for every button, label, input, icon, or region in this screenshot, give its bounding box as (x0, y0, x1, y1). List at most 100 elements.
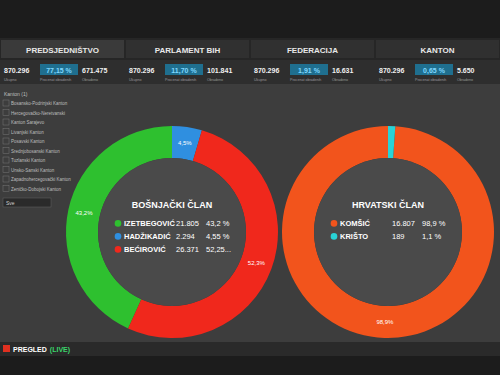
select-text: Sve (6, 200, 15, 206)
legend-votes: 16.807 (392, 219, 415, 228)
tab-title: KANTON (420, 46, 454, 55)
tab[interactable] (376, 40, 499, 58)
sub-label: Procenat obrađenih (165, 78, 196, 82)
sub-label: Ukupno (379, 78, 391, 82)
sidebar-item[interactable]: Bosansko-Podrinjski Kanton (11, 101, 68, 106)
chart-title: HRVATSKI ČLAN (352, 199, 424, 210)
footer-icon (3, 345, 10, 352)
legend-votes: 26.371 (176, 245, 199, 254)
legend-name: KOMŠIĆ (340, 219, 371, 228)
legend-name: HADŽIKADIĆ (124, 232, 171, 241)
checkbox[interactable] (3, 100, 9, 106)
tab-title: FEDERACIJA (287, 46, 338, 55)
sub-label: Obrađeno (82, 78, 98, 82)
total: 870.296 (379, 67, 404, 74)
donut-hole (314, 158, 462, 306)
tab[interactable] (126, 40, 249, 58)
checkbox[interactable] (3, 129, 9, 135)
total: 870.296 (4, 67, 29, 74)
legend-dot (331, 233, 338, 240)
sub-label: Procenat obrađenih (415, 78, 446, 82)
sub-label: Ukupno (129, 78, 141, 82)
legend-dot (115, 233, 122, 240)
processed: 101.841 (207, 67, 232, 74)
footer-bar (0, 342, 500, 356)
percent-box (165, 64, 203, 75)
slice-label: 4,5% (178, 140, 192, 146)
legend-dot (115, 246, 122, 253)
chart-title: BOŠNJAČKI ČLAN (132, 199, 213, 210)
sub-label: Procenat obrađenih (40, 78, 71, 82)
legend-percent: 1,1 % (422, 232, 442, 241)
sub-label: Ukupno (254, 78, 266, 82)
legend-name: IZETBEGOVIĆ (124, 219, 175, 228)
sidebar-item[interactable]: Posavski Kanton (11, 139, 45, 144)
select[interactable] (3, 198, 51, 207)
checkbox[interactable] (3, 138, 9, 144)
legend-percent: 43,2 % (206, 219, 230, 228)
slice-label: 98,9% (376, 319, 394, 325)
bezel (0, 0, 500, 375)
percent-box (290, 64, 328, 75)
slice (388, 126, 395, 158)
tab-title: PARLAMENT BIH (155, 46, 221, 55)
sidebar-item[interactable]: Srednjobosanski Kanton (11, 149, 60, 154)
percent: 11,70 % (171, 67, 197, 75)
legend-votes: 21.805 (176, 219, 199, 228)
checkbox[interactable] (3, 119, 9, 125)
sub-label: Ukupno (4, 78, 16, 82)
processed: 671.475 (82, 67, 107, 74)
sidebar-item[interactable]: Hercegovačko-Neretvanski (11, 111, 65, 116)
total: 870.296 (129, 67, 154, 74)
page: PREDSJEDNIŠTVO 870.296 77,15 % 671.475 Ukupn… (0, 0, 500, 375)
legend-percent: 98,9 % (422, 219, 446, 228)
sub-label: Obrađeno (207, 78, 223, 82)
processed: 16.631 (332, 67, 354, 74)
checkbox[interactable] (3, 167, 9, 173)
screen (0, 38, 500, 356)
percent: 77,15 % (46, 67, 72, 75)
slice-label: 52,3% (248, 260, 266, 266)
footer-title: PREGLED (13, 346, 47, 353)
sub-label: Obrađeno (332, 78, 348, 82)
stats-bar (0, 60, 500, 84)
donut-chart (282, 126, 494, 338)
percent-box (415, 64, 453, 75)
sidebar-item[interactable]: Livanjski Kanton (11, 130, 44, 135)
legend-percent: 52,25... (206, 245, 231, 254)
sidebar-item[interactable]: Kanton Sarajevo (11, 120, 45, 125)
legend-votes: 2.294 (176, 232, 195, 241)
legend-name: KRIŠTO (340, 232, 368, 241)
checkbox[interactable] (3, 148, 9, 154)
sub-label: Procenat obrađenih (290, 78, 321, 82)
percent: 0,65 % (423, 67, 446, 75)
checkbox[interactable] (3, 186, 9, 192)
tab[interactable] (1, 40, 124, 58)
donut-chart (66, 126, 278, 338)
sidebar-item[interactable]: Zeničko-Dobojski Kanton (11, 187, 62, 192)
total: 870.296 (254, 67, 279, 74)
donut-hole (98, 158, 246, 306)
checkbox[interactable] (3, 110, 9, 116)
tab-title: PREDSJEDNIŠTVO (26, 46, 99, 55)
tab-bar (0, 38, 500, 60)
tab[interactable] (251, 40, 374, 58)
legend-dot (115, 220, 122, 227)
percent: 1,91 % (298, 67, 321, 75)
slice (282, 126, 494, 338)
legend-dot (331, 220, 338, 227)
checkbox[interactable] (3, 176, 9, 182)
sidebar-item[interactable]: Zapadnohercegovački Kanton (11, 177, 71, 182)
checkbox[interactable] (3, 157, 9, 163)
sidebar-item[interactable]: Tuzlanski Kanton (11, 158, 46, 163)
sidebar-item[interactable]: Unsko-Sanski Kanton (11, 168, 55, 173)
footer-status: (LIVE) (50, 346, 70, 354)
processed: 5.650 (457, 67, 475, 74)
legend-name: BEĆIROVIĆ (124, 245, 166, 254)
slice-label: 43,2% (76, 210, 94, 216)
sub-label: Obrađeno (457, 78, 473, 82)
sidebar-title: Kanton (1) (4, 91, 28, 97)
legend-percent: 4,55 % (206, 232, 230, 241)
legend-votes: 189 (392, 232, 405, 241)
percent-box (40, 64, 78, 75)
